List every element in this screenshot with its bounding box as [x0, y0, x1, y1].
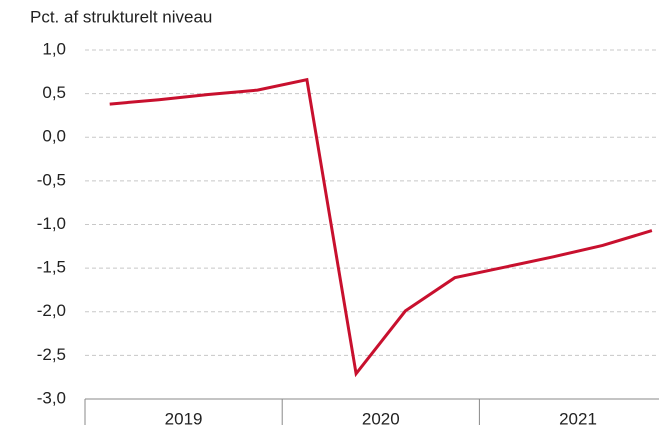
- x-tick-label: 2021: [559, 409, 597, 428]
- y-tick-label: 0,5: [42, 83, 66, 102]
- y-tick-label: -2,0: [37, 301, 66, 320]
- y-tick-label: 1,0: [42, 39, 66, 58]
- y-tick-label: 0,0: [42, 127, 66, 146]
- x-tick-label: 2020: [362, 409, 400, 428]
- y-tick-label: -0,5: [37, 170, 66, 189]
- y-tick-label: -1,5: [37, 258, 66, 277]
- y-tick-label: -1,0: [37, 214, 66, 233]
- chart-title: Pct. af strukturelt niveau: [30, 7, 212, 26]
- data-line: [109, 77, 653, 378]
- y-tick-label: -3,0: [37, 388, 66, 407]
- x-tick-label: 2019: [165, 409, 203, 428]
- y-tick-label: -2,5: [37, 345, 66, 364]
